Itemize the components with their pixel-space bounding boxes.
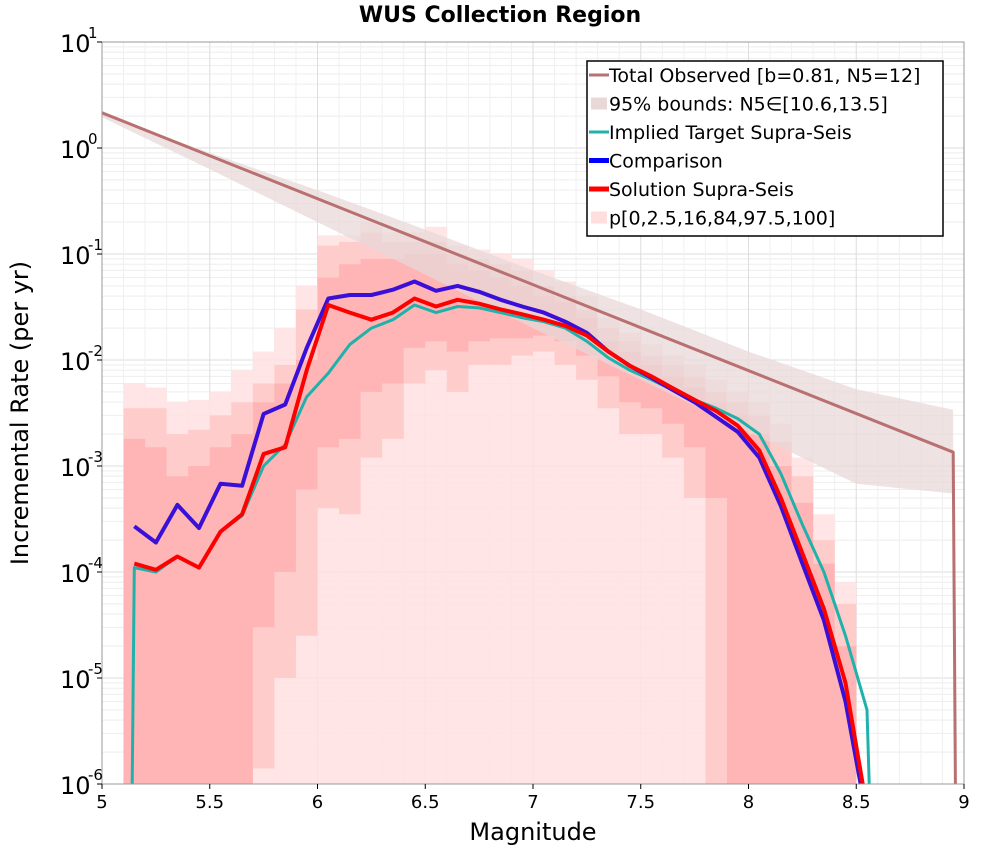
- y-tick-label-exponent: 1: [88, 24, 98, 42]
- y-tick-label-base: 10: [60, 242, 91, 270]
- y-tick-label-exponent: -3: [88, 448, 103, 466]
- y-tick-label-base: 10: [60, 560, 91, 588]
- x-tick-label: 8: [743, 792, 754, 813]
- y-tick-label-exponent: -1: [88, 236, 103, 254]
- x-tick-label: 6.5: [411, 792, 440, 813]
- y-tick-label-base: 10: [60, 666, 91, 694]
- x-tick-label: 5.5: [195, 792, 224, 813]
- y-tick-label-exponent: 0: [88, 130, 98, 148]
- legend-box: [586, 60, 944, 237]
- y-tick-label-exponent: -6: [88, 766, 103, 784]
- x-tick-label: 8.5: [842, 792, 871, 813]
- legend-label: Solution Supra-Seis: [609, 179, 794, 201]
- x-tick-label: 6: [312, 792, 323, 813]
- series-solution: [133, 296, 865, 785]
- legend-label: p[0,2.5,16,84,97.5,100]: [609, 208, 835, 230]
- legend-label: Implied Target Supra-Seis: [609, 122, 852, 144]
- band-p16-p84: [123, 254, 878, 784]
- y-tick-label-exponent: -4: [88, 554, 103, 572]
- legend-label: Total Observed [b=0.81, N5=12]: [608, 65, 920, 87]
- y-tick-label-base: 10: [60, 30, 91, 58]
- legend: Total Observed [b=0.81, N5=12] 95% bounds…: [586, 60, 944, 237]
- series-total-observed: [101, 111, 957, 785]
- x-axis-label: Magnitude: [469, 818, 596, 846]
- legend-swatch: [591, 97, 607, 110]
- series-comparison: [133, 279, 863, 785]
- x-tick-label: 5: [96, 792, 107, 813]
- x-tick-label: 7: [527, 792, 538, 813]
- y-tick-label-base: 10: [60, 348, 91, 376]
- x-axis-ticks: 5 5.5 6 6.5 7 7.5 8 8.5 9: [96, 784, 970, 813]
- legend-swatch: [591, 211, 607, 224]
- legend-label: 95% bounds: N5∈[10.6,13.5]: [609, 94, 888, 116]
- y-tick-label-base: 10: [60, 454, 91, 482]
- y-tick-label-base: 10: [60, 136, 91, 164]
- x-tick-label: 9: [958, 792, 969, 813]
- y-tick-label-base: 10: [60, 772, 91, 800]
- x-tick-label: 7.5: [626, 792, 655, 813]
- y-axis-label: Incremental Rate (per yr): [6, 261, 34, 565]
- legend-label: Comparison: [609, 151, 723, 173]
- series-lines: [101, 111, 957, 785]
- y-tick-label-exponent: -5: [88, 660, 103, 678]
- band-95-bounds: [102, 113, 954, 494]
- y-tick-label-exponent: -2: [88, 342, 103, 360]
- chart-title: WUS Collection Region: [359, 3, 641, 28]
- uncertainty-bands: [102, 113, 954, 785]
